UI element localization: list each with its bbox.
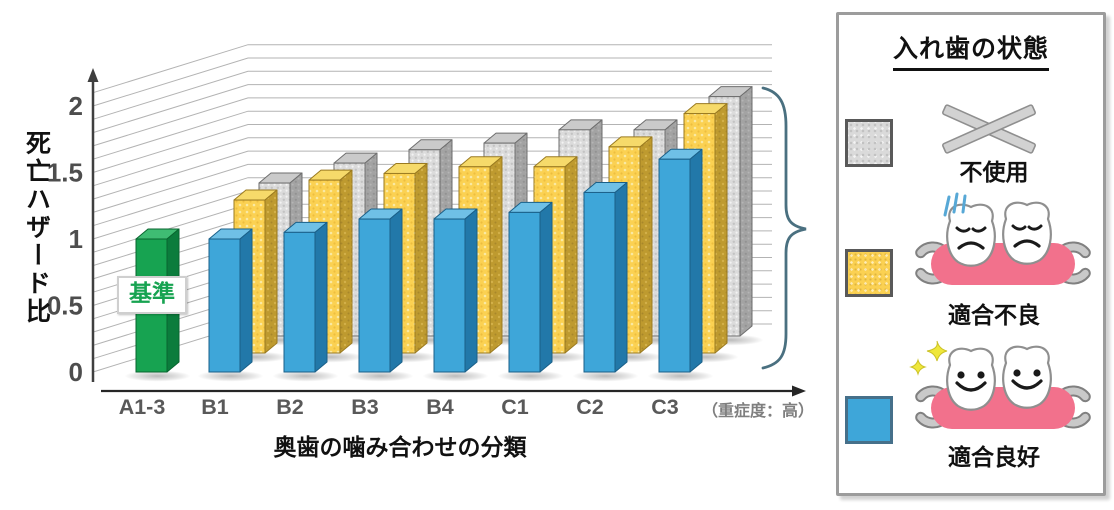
bar-shadow xyxy=(272,370,339,382)
bars xyxy=(135,86,753,373)
bar-shadow xyxy=(197,370,264,382)
happy-denture-icon xyxy=(909,340,1091,429)
grouping-brace xyxy=(761,86,807,370)
bar-適合良好-C1 xyxy=(508,201,553,373)
legend-swatch-poor-fit xyxy=(845,249,893,297)
legend-title: 入れ歯の状態 xyxy=(839,29,1103,71)
x-category-label: B4 xyxy=(426,395,454,419)
hazard-ratio-3d-bar-chart: 0 0.5 1 1.5 2 A1-3 B1 B2 B3 B4 C1 C2 C3 xyxy=(47,44,807,419)
gridline xyxy=(92,44,772,94)
gridline xyxy=(92,57,772,107)
bar-適合良好-B1 xyxy=(208,228,253,373)
bar-shadow xyxy=(124,370,191,382)
bar-適合良好-C3 xyxy=(658,148,703,373)
legend-label-good-fit: 適合良好 xyxy=(948,444,1040,470)
severity-direction-note: （重症度：高） xyxy=(701,403,814,420)
legend-label-not-used: 不使用 xyxy=(959,159,1029,185)
x-category-label: B1 xyxy=(201,395,229,419)
happy-tooth-right xyxy=(1002,345,1052,409)
bar-shadow xyxy=(347,370,414,382)
y-tick-label: 1.5 xyxy=(47,158,83,188)
bar-適合良好-B2 xyxy=(283,221,328,373)
y-axis-title: 死亡ハザード比 xyxy=(22,130,51,326)
x-category-label: B3 xyxy=(351,395,379,419)
bar-shadow xyxy=(572,370,639,382)
stress-marks-icon xyxy=(943,192,967,217)
gridline xyxy=(92,70,772,120)
x-category-label: C1 xyxy=(501,395,529,419)
y-tick-label: 2 xyxy=(69,91,83,121)
legend-panel: 入れ歯の状態 不使用 xyxy=(836,12,1106,496)
reference-badge: 基準 xyxy=(117,276,187,314)
y-axis-arrowhead xyxy=(87,68,99,82)
bar-適合良好-B4 xyxy=(433,208,478,373)
axis-tick-labels: 0 0.5 1 1.5 2 A1-3 B1 B2 B3 B4 C1 C2 C3 xyxy=(47,91,679,419)
axes xyxy=(87,68,806,397)
legend-swatch-good-fit xyxy=(845,396,893,444)
y-tick-label: 0.5 xyxy=(47,291,83,321)
sad-denture-icon xyxy=(915,192,1091,285)
x-category-label: A1-3 xyxy=(119,395,166,419)
y-tick-label: 0 xyxy=(69,357,83,387)
legend-swatch-not-used xyxy=(845,119,893,167)
x-category-label: C3 xyxy=(651,395,679,419)
crossed-denture-icon xyxy=(942,104,1036,154)
x-category-label: B2 xyxy=(276,395,304,419)
happy-tooth-left xyxy=(946,347,996,411)
bar-shadow xyxy=(497,370,564,382)
sparkle-icon xyxy=(909,340,948,376)
x-axis-title: 奥歯の噛み合わせの分類 xyxy=(273,434,527,460)
bar-適合良好-B3 xyxy=(358,208,403,373)
y-tick-label: 1 xyxy=(69,224,83,254)
x-axis-arrowhead xyxy=(792,385,806,397)
gridline xyxy=(92,97,772,147)
gridline xyxy=(92,110,772,160)
bar-shadow xyxy=(647,370,714,382)
x-category-label: C2 xyxy=(576,395,604,419)
sad-tooth-right xyxy=(1002,201,1052,265)
sad-tooth-left xyxy=(946,203,996,267)
bar-shadow xyxy=(422,370,489,382)
bar-適合良好-C2 xyxy=(583,181,628,373)
legend-label-poor-fit: 適合不良 xyxy=(948,302,1040,328)
gridline xyxy=(92,84,772,134)
